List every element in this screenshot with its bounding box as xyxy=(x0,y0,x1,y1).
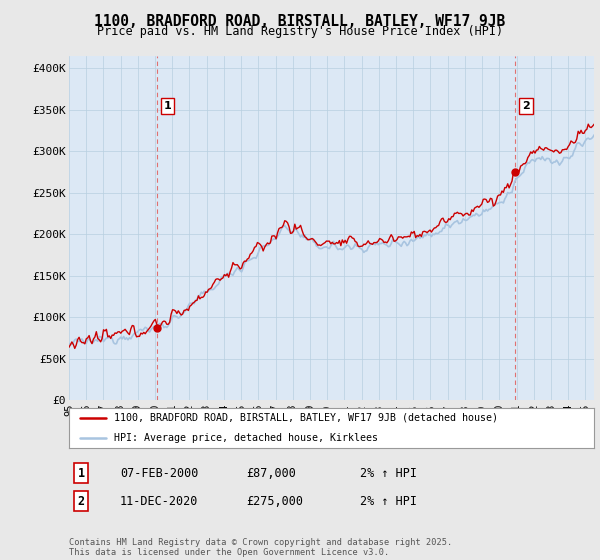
Text: 1: 1 xyxy=(163,101,171,111)
Text: 2: 2 xyxy=(77,494,85,508)
Text: 07-FEB-2000: 07-FEB-2000 xyxy=(120,466,199,480)
Text: 2% ↑ HPI: 2% ↑ HPI xyxy=(360,466,417,480)
Text: 2: 2 xyxy=(522,101,530,111)
Text: Contains HM Land Registry data © Crown copyright and database right 2025.
This d: Contains HM Land Registry data © Crown c… xyxy=(69,538,452,557)
Text: £275,000: £275,000 xyxy=(246,494,303,508)
Text: 1100, BRADFORD ROAD, BIRSTALL, BATLEY, WF17 9JB (detached house): 1100, BRADFORD ROAD, BIRSTALL, BATLEY, W… xyxy=(113,413,497,423)
Text: 11-DEC-2020: 11-DEC-2020 xyxy=(120,494,199,508)
Text: HPI: Average price, detached house, Kirklees: HPI: Average price, detached house, Kirk… xyxy=(113,433,377,443)
Text: £87,000: £87,000 xyxy=(246,466,296,480)
Text: 2% ↑ HPI: 2% ↑ HPI xyxy=(360,494,417,508)
Text: Price paid vs. HM Land Registry's House Price Index (HPI): Price paid vs. HM Land Registry's House … xyxy=(97,25,503,38)
Text: 1: 1 xyxy=(77,466,85,480)
Text: 1100, BRADFORD ROAD, BIRSTALL, BATLEY, WF17 9JB: 1100, BRADFORD ROAD, BIRSTALL, BATLEY, W… xyxy=(94,14,506,29)
